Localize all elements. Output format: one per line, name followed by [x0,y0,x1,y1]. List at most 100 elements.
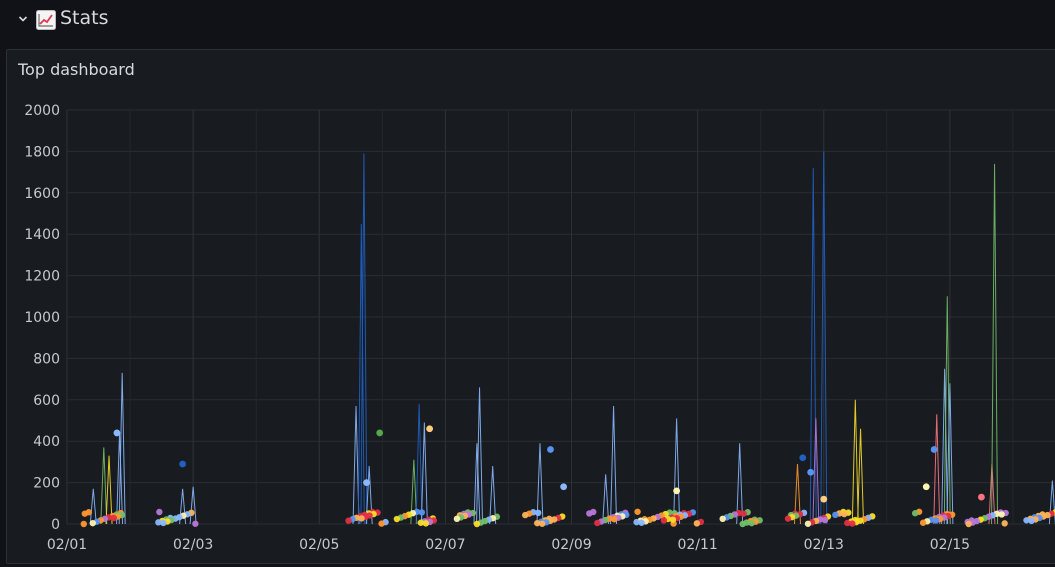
series-spike [100,447,108,525]
series-spike [352,405,360,525]
series-point-base [638,519,645,526]
series-point-base [81,510,88,517]
series-point-base [534,519,541,527]
grid-layer [66,109,1055,525]
series-point-base [784,515,792,522]
y-tick-label: 600 [33,393,60,409]
series-spike [415,403,423,525]
dashboard-row-header[interactable]: Stats [0,0,1055,40]
series-point-base [586,510,593,517]
series-point-base [739,520,746,528]
series-point-base [1023,517,1030,524]
series-points [113,425,985,503]
series-spike [365,466,373,525]
series-point-base [1001,520,1008,527]
series-point-base [345,517,352,524]
series-point-base [804,520,812,527]
series-point-base [522,511,529,519]
series-point-base [358,515,365,522]
series-spike [946,383,954,525]
series-point-base [911,510,919,517]
series-spike [489,466,497,525]
x-tick-label: 02/03 [173,537,213,553]
series-point-base [748,519,755,527]
series-point-base [965,520,972,528]
series-point-base [160,519,167,527]
x-tick-label: 02/01 [47,537,87,553]
series-point [376,429,384,437]
series-point-base [841,510,848,518]
series-point-base [821,516,829,524]
series-point-base [155,519,162,526]
series-point [673,487,681,495]
series-spike [420,422,428,525]
series-point-base [156,508,163,516]
series-point [179,460,187,468]
series-spike [812,418,820,525]
series-point-base [378,520,385,527]
y-axis: 0 200 400 600 800 1000 1200 1400 1600 1800 2000 [24,103,60,533]
series-spike [991,163,999,525]
x-axis: 02/01 02/03 02/05 02/07 02/09 02/11 02/13 02/15 [47,537,970,553]
series-point-base [418,509,426,516]
row-title: Stats [60,7,109,29]
series-spike [118,372,126,525]
series-point-base [393,515,401,523]
series-point-base [740,510,747,517]
y-tick-label: 400 [33,434,60,450]
chevron-down-icon[interactable] [18,14,28,24]
series-spike [357,223,365,525]
x-tick-label: 02/15 [930,537,970,553]
series-point-base [594,519,601,527]
series-point-base [932,517,940,524]
y-tick-label: 1800 [24,144,60,160]
baseline-clusters [80,508,1055,528]
series-point [426,425,434,433]
y-tick-label: 800 [33,351,60,367]
series-spike [105,455,113,525]
x-tick-label: 02/07 [425,537,465,553]
y-tick-label: 2000 [24,103,60,119]
series-spike [673,418,681,525]
series-lines [89,151,1055,525]
y-tick-label: 1400 [24,227,60,243]
series-point-base [110,514,117,522]
series-point-base [422,520,430,527]
series-point-base [998,511,1005,518]
series-point [930,446,938,453]
series-spike [736,443,744,525]
series-point [560,483,568,491]
series-point-base [660,517,668,524]
series-spike [820,151,828,525]
y-tick-label: 0 [51,517,60,533]
y-tick-label: 1200 [24,269,60,285]
series-point-base [89,519,96,527]
dashboard-panel: Top dashboard 0 200 400 600 800 1000 1200 1400 1… [6,49,1055,564]
series-point-base [535,509,542,517]
series-point [978,493,985,501]
series-point [113,429,121,437]
series-point-base [473,520,481,528]
series-spike [941,368,949,525]
x-tick-label: 02/13 [804,537,844,553]
series-point [807,468,815,476]
series-point-base [849,520,856,527]
series-spike [473,443,481,525]
series-spike [360,153,368,525]
series-point-base [669,516,677,523]
series-spike [179,488,187,525]
panel-title[interactable]: Top dashboard [18,60,135,79]
series-spike [943,296,951,525]
series-point [820,495,828,503]
series-spike [89,488,97,525]
chart-increasing-emoji-icon [36,10,56,30]
series-point-base [417,519,425,526]
series-point [363,479,370,486]
series-point-base [832,511,839,519]
series-point-base [192,520,199,527]
series-point-base [80,520,87,528]
series-point-base [634,508,641,515]
series-spike [602,474,610,525]
series-spike [793,463,801,525]
series-spike [857,428,865,525]
